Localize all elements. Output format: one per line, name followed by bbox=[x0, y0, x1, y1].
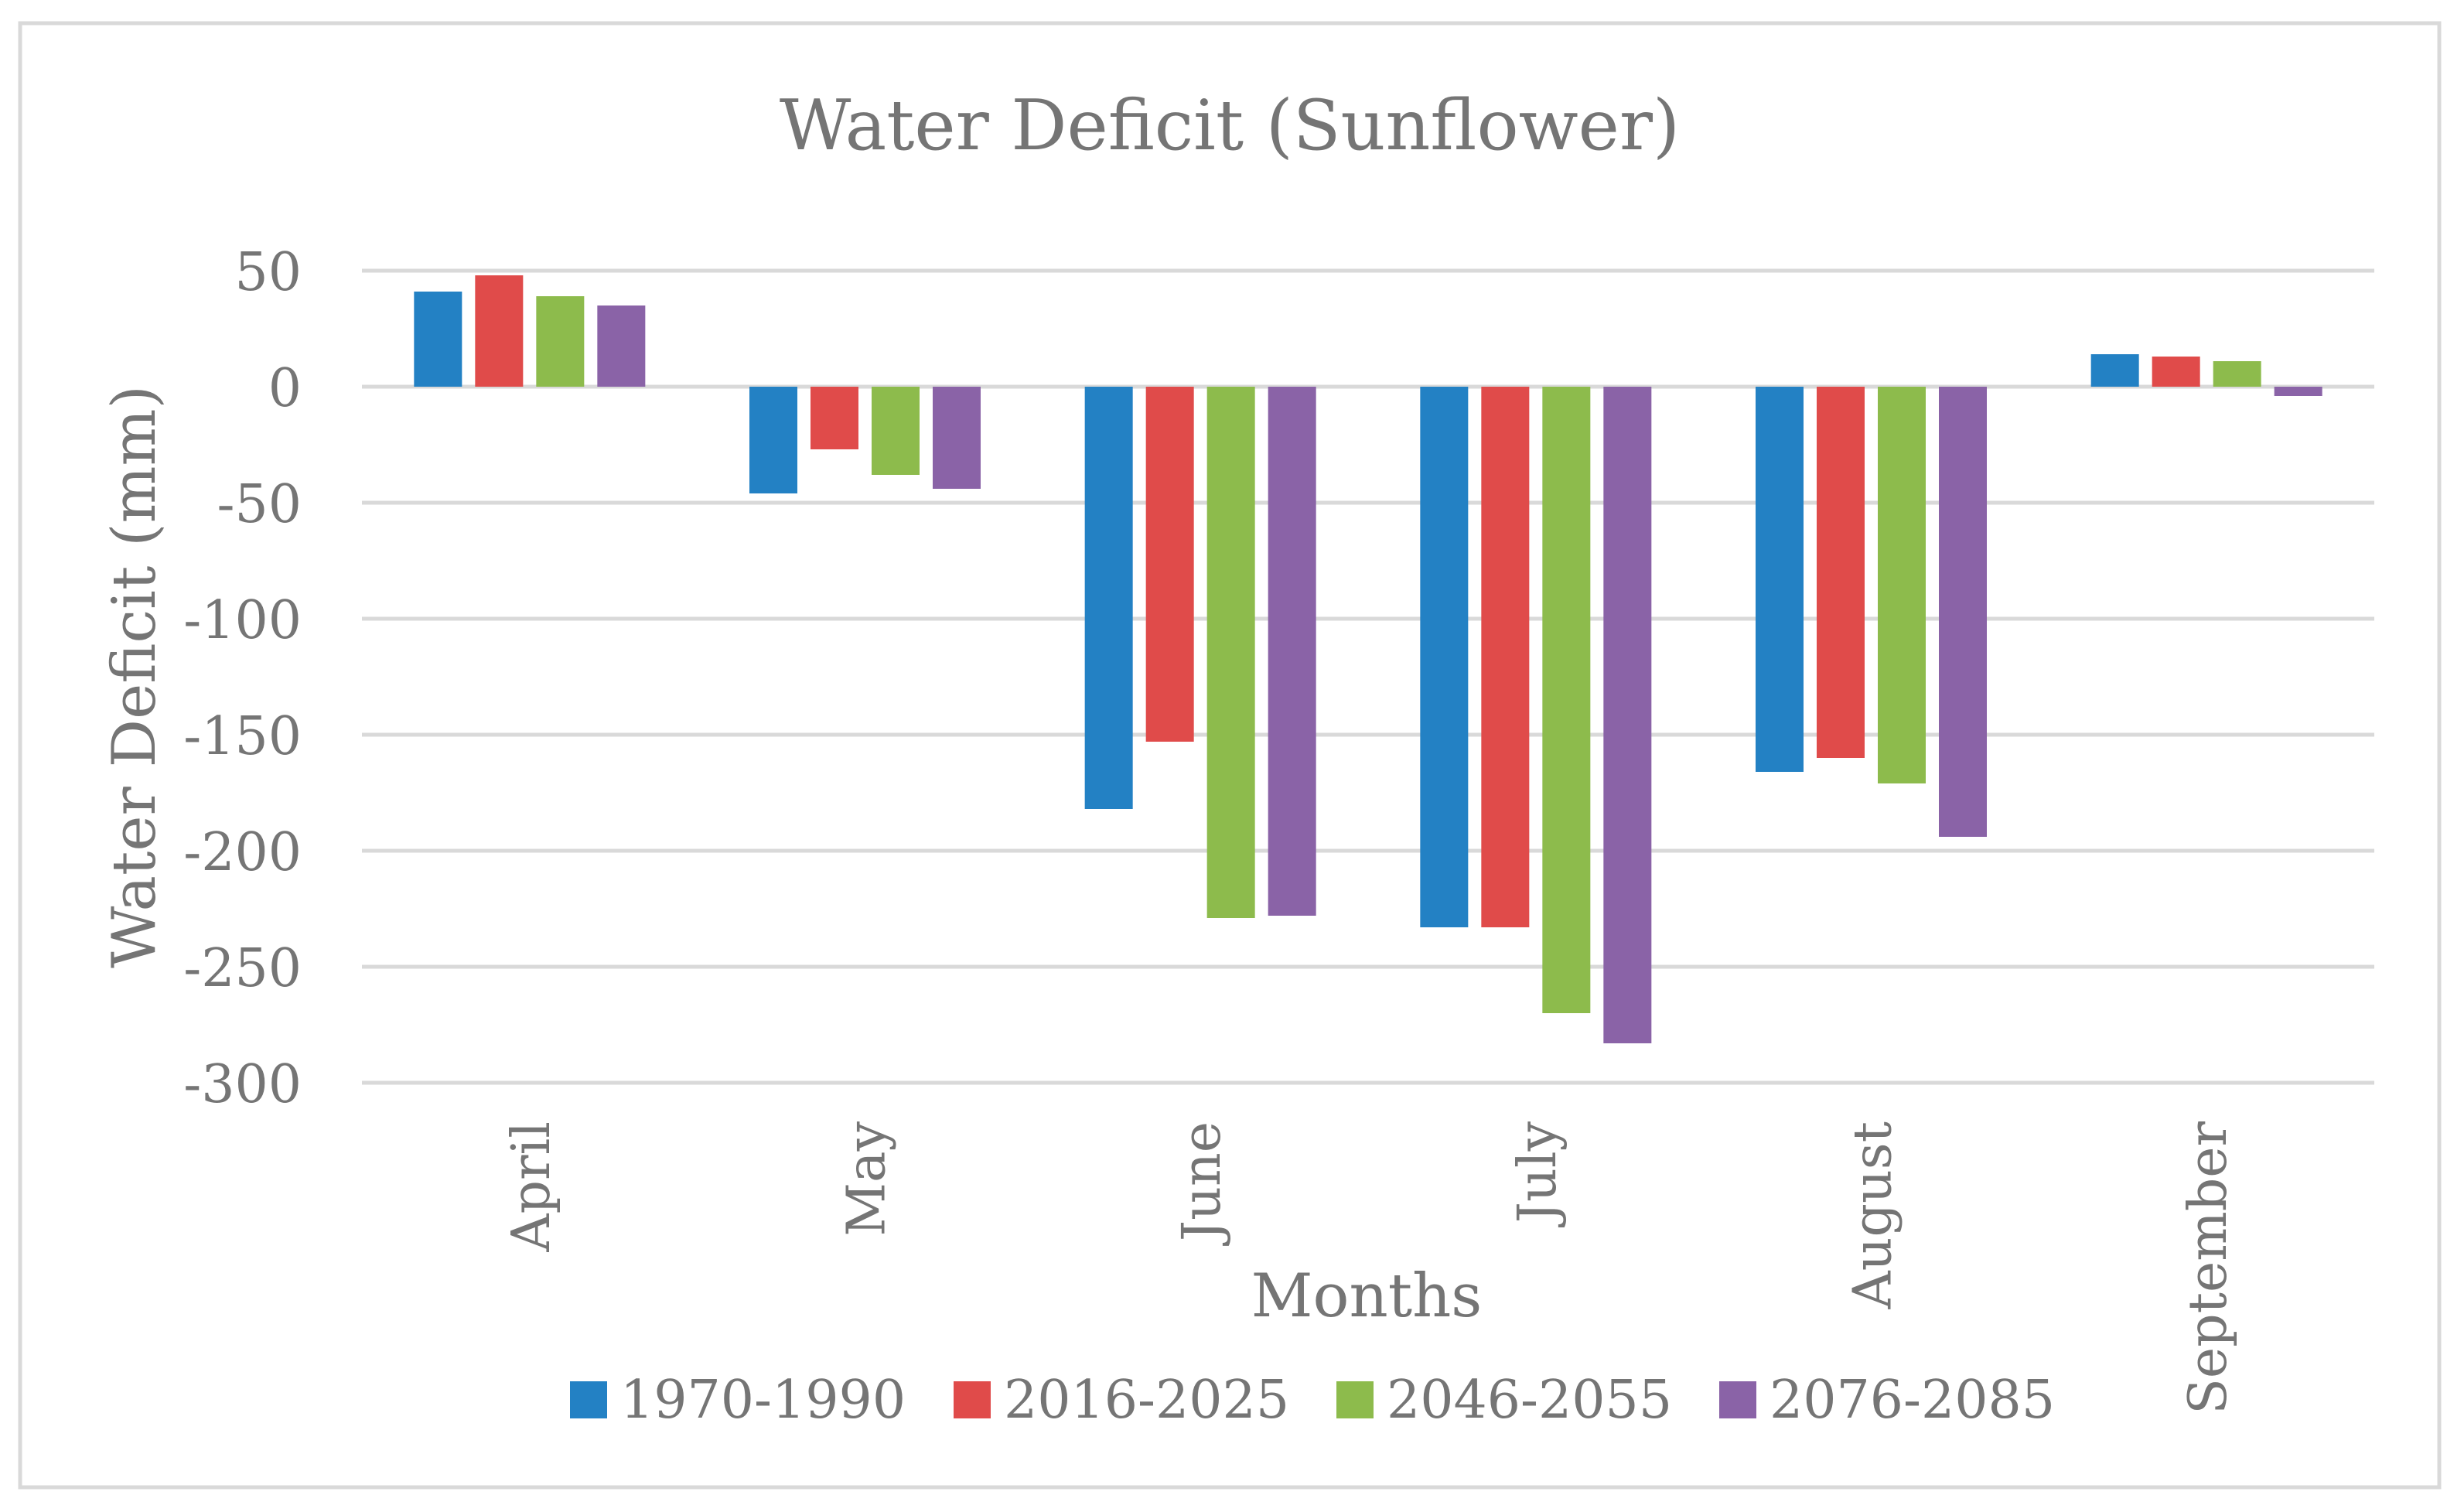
bar-july-1970-1990 bbox=[1420, 387, 1469, 927]
chart-title: Water Deficit (Sunflower) bbox=[780, 85, 1680, 166]
legend-swatch bbox=[570, 1381, 607, 1418]
gridlines bbox=[362, 268, 2374, 1085]
x-tick-label: April bbox=[501, 1121, 562, 1253]
x-tick-label: June bbox=[1172, 1121, 1233, 1246]
legend-label: 1970-1990 bbox=[620, 1370, 906, 1431]
legend-label: 2016-2025 bbox=[1004, 1370, 1289, 1431]
x-tick-label: May bbox=[837, 1121, 898, 1236]
legend-swatch bbox=[954, 1381, 991, 1418]
y-tick-label: -300 bbox=[183, 1054, 302, 1115]
bar-september-1970-1990 bbox=[2090, 354, 2139, 387]
x-tick-label: August bbox=[1843, 1121, 1904, 1309]
bar-june-2046-2055 bbox=[1206, 387, 1255, 918]
bar-june-1970-1990 bbox=[1084, 387, 1133, 809]
x-axis-title: Months bbox=[1251, 1261, 1483, 1331]
legend-swatch bbox=[1719, 1381, 1756, 1418]
bar-september-2046-2055 bbox=[2213, 361, 2261, 387]
y-tick-label: 0 bbox=[268, 358, 302, 419]
legend-swatch bbox=[1336, 1381, 1374, 1418]
bar-september-2076-2085 bbox=[2274, 387, 2322, 396]
y-tick-label: -150 bbox=[183, 706, 302, 767]
bar-may-2046-2055 bbox=[872, 387, 920, 475]
y-tick-label: -50 bbox=[217, 474, 302, 535]
x-axis-ticks: April May June July August September bbox=[501, 1121, 2239, 1414]
y-tick-label: -200 bbox=[183, 822, 302, 883]
bar-july-2046-2055 bbox=[1542, 387, 1591, 1013]
y-tick-label: -250 bbox=[183, 938, 302, 999]
legend-label: 2076-2085 bbox=[1770, 1370, 2055, 1431]
bar-june-2076-2085 bbox=[1268, 387, 1316, 916]
bar-july-2076-2085 bbox=[1603, 387, 1652, 1043]
bar-may-1970-1990 bbox=[749, 387, 797, 493]
bar-april-2016-2025 bbox=[475, 275, 524, 387]
bar-april-2076-2085 bbox=[597, 305, 646, 387]
legend: 1970-1990 2016-2025 2046-2055 2076-2085 bbox=[570, 1370, 2055, 1431]
bar-august-2076-2085 bbox=[1939, 387, 1987, 837]
y-axis-ticks: 50 0 -50 -100 -150 -200 -250 -300 bbox=[183, 242, 302, 1115]
bars bbox=[414, 275, 2322, 1043]
bar-may-2076-2085 bbox=[933, 387, 981, 489]
bar-april-2046-2055 bbox=[536, 296, 585, 387]
bar-august-1970-1990 bbox=[1756, 387, 1804, 772]
x-tick-label: July bbox=[1507, 1121, 1568, 1227]
bar-august-2046-2055 bbox=[1878, 387, 1926, 783]
y-axis-title: Water Deficit (mm) bbox=[100, 385, 169, 968]
bar-september-2016-2025 bbox=[2152, 357, 2200, 387]
x-tick-label: September bbox=[2178, 1121, 2239, 1415]
legend-label: 2046-2055 bbox=[1387, 1370, 1672, 1431]
y-tick-label: -100 bbox=[183, 590, 302, 651]
bar-may-2016-2025 bbox=[811, 387, 858, 449]
bar-april-1970-1990 bbox=[414, 292, 462, 387]
bar-july-2016-2025 bbox=[1481, 387, 1530, 927]
y-tick-label: 50 bbox=[234, 242, 302, 303]
bar-june-2016-2025 bbox=[1145, 387, 1194, 742]
bar-august-2016-2025 bbox=[1817, 387, 1865, 758]
